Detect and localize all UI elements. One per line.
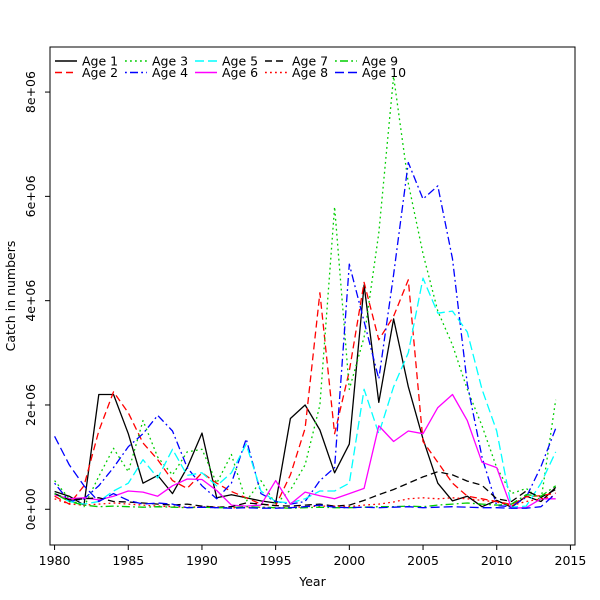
series-line-age-9 [54, 485, 557, 509]
legend-label: Age 10 [362, 65, 406, 80]
legend-item-age-8: Age 8 [265, 65, 328, 80]
y-tick-label: 2e+06 [23, 384, 38, 426]
legend-label: Age 1 [82, 53, 118, 68]
legend-label: Age 6 [222, 65, 258, 80]
x-tick-label: 2000 [333, 553, 365, 568]
x-tick-label: 2010 [481, 553, 513, 568]
series-line-age-1 [54, 284, 557, 508]
y-tick-label: 6e+06 [23, 175, 38, 217]
legend-item-age-9: Age 9 [335, 53, 398, 68]
y-axis-title: Catch in numbers [3, 241, 18, 352]
y-tick-label: 0e+00 [23, 488, 38, 530]
legend-item-age-2: Age 2 [55, 65, 118, 80]
legend-label: Age 4 [152, 65, 188, 80]
y-tick-label: 4e+06 [23, 280, 38, 322]
x-tick-label: 2015 [555, 553, 587, 568]
legend-label: Age 2 [82, 65, 118, 80]
legend-label: Age 9 [362, 53, 398, 68]
x-tick-label: 1980 [39, 553, 71, 568]
plot-box [49, 46, 576, 546]
series-line-age-7 [54, 471, 557, 508]
legend-label: Age 3 [152, 53, 188, 68]
series-line-age-4 [54, 161, 557, 508]
legend-label: Age 7 [292, 53, 328, 68]
x-axis-title: Year [298, 574, 326, 589]
x-tick-label: 1995 [260, 553, 292, 568]
series-line-age-6 [54, 393, 556, 509]
legend-item-age-10: Age 10 [335, 65, 406, 80]
legend-item-age-7: Age 7 [265, 53, 328, 68]
legend-item-age-4: Age 4 [125, 65, 188, 80]
series-line-age-2 [54, 279, 556, 507]
x-tick-label: 1985 [112, 553, 144, 568]
legend-item-age-1: Age 1 [55, 53, 118, 68]
series-line-age-5 [54, 277, 557, 508]
x-tick-label: 1990 [186, 553, 218, 568]
legend-label: Age 8 [292, 65, 328, 80]
legend-item-age-3: Age 3 [125, 53, 188, 68]
legend-item-age-6: Age 6 [195, 65, 258, 80]
series-line-age-10 [54, 436, 557, 509]
legend-item-age-5: Age 5 [195, 53, 258, 68]
y-tick-label: 8e+06 [23, 71, 38, 113]
x-tick-label: 2005 [407, 553, 439, 568]
legend-label: Age 5 [222, 53, 258, 68]
